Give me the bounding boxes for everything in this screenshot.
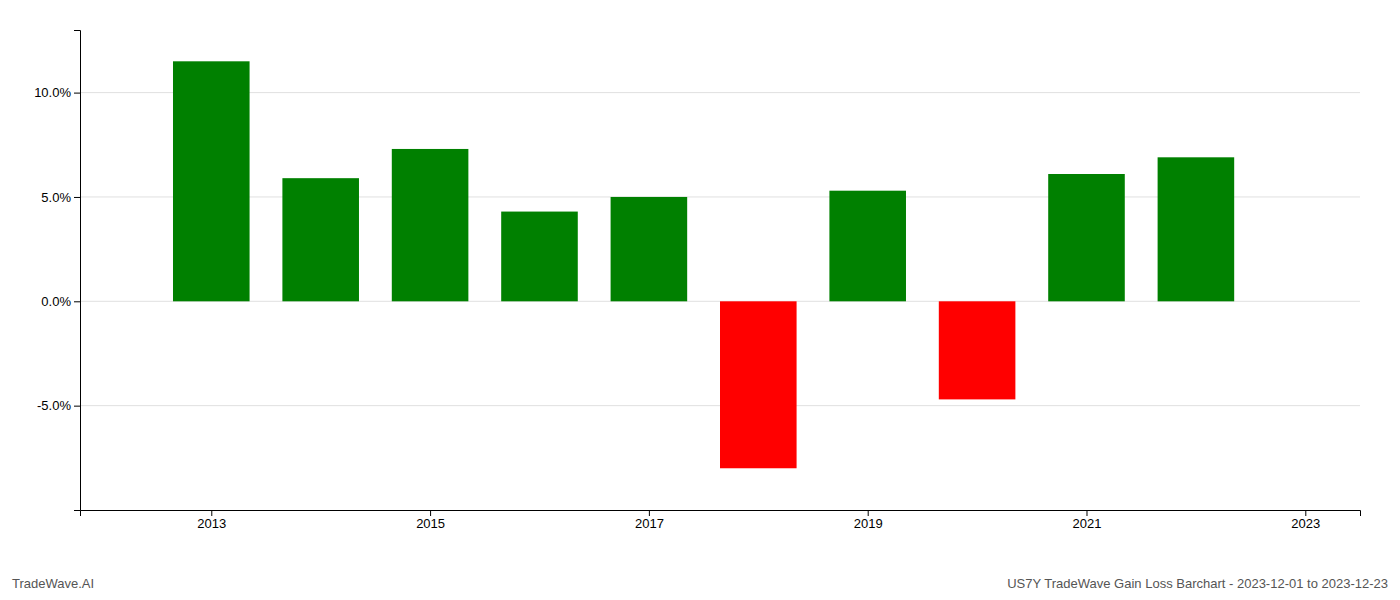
tick: 2021 <box>1073 510 1102 531</box>
tick-label: 2013 <box>197 516 226 531</box>
bars <box>173 61 1234 468</box>
annotation: TradeWave.AI <box>12 576 94 591</box>
bar <box>392 149 469 301</box>
grid-line <box>80 92 1360 93</box>
chart: -5.0%0.0%5.0%10.0%2013201520172019202120… <box>0 0 1400 600</box>
tick-mark <box>868 510 869 516</box>
tick-label: 2019 <box>854 516 883 531</box>
tick: 2017 <box>635 510 664 531</box>
tick-label: 0.0% <box>41 294 71 309</box>
bar <box>829 191 906 302</box>
bar <box>1048 174 1125 301</box>
bar <box>173 61 250 301</box>
tick-mark <box>74 197 80 198</box>
bar <box>501 212 578 302</box>
tick-mark <box>74 301 80 302</box>
tick: 2015 <box>416 510 445 531</box>
bar <box>720 301 797 468</box>
plot: -5.0%0.0%5.0%10.0%2013201520172019202120… <box>34 31 1360 532</box>
tick: -5.0% <box>37 398 80 413</box>
tick-mark <box>74 93 80 94</box>
tick: 2019 <box>854 510 883 531</box>
tick-label: -5.0% <box>37 398 71 413</box>
tick-mark <box>1086 510 1087 516</box>
annotation: US7Y TradeWave Gain Loss Barchart - 2023… <box>1007 576 1388 591</box>
tick-label: 10.0% <box>34 85 71 100</box>
tick-mark <box>1305 510 1306 516</box>
tick-mark <box>430 510 431 516</box>
axis-line <box>81 511 1361 517</box>
tick: 2023 <box>1291 510 1320 531</box>
tick: 2013 <box>197 510 226 531</box>
tick-label: 2015 <box>416 516 445 531</box>
tick-label: 2017 <box>635 516 664 531</box>
tick-mark <box>649 510 650 516</box>
tick: 5.0% <box>41 190 80 205</box>
tick-mark <box>211 510 212 516</box>
bar <box>939 301 1016 399</box>
y-axis: -5.0% 0.0% 5.0% 10.0% <box>34 31 80 511</box>
tick-label: 5.0% <box>41 190 71 205</box>
tick-label: 2023 <box>1291 516 1320 531</box>
bar <box>611 197 688 301</box>
bar <box>282 178 359 301</box>
tick: 10.0% <box>34 85 80 100</box>
bar <box>1158 157 1235 301</box>
tick: 0.0% <box>41 294 80 309</box>
tick-label: 2021 <box>1073 516 1102 531</box>
axis-line <box>74 31 81 511</box>
x-axis: 2013 2015 2017 2019 2021 2023 <box>81 510 1361 531</box>
tick-mark <box>74 406 80 407</box>
